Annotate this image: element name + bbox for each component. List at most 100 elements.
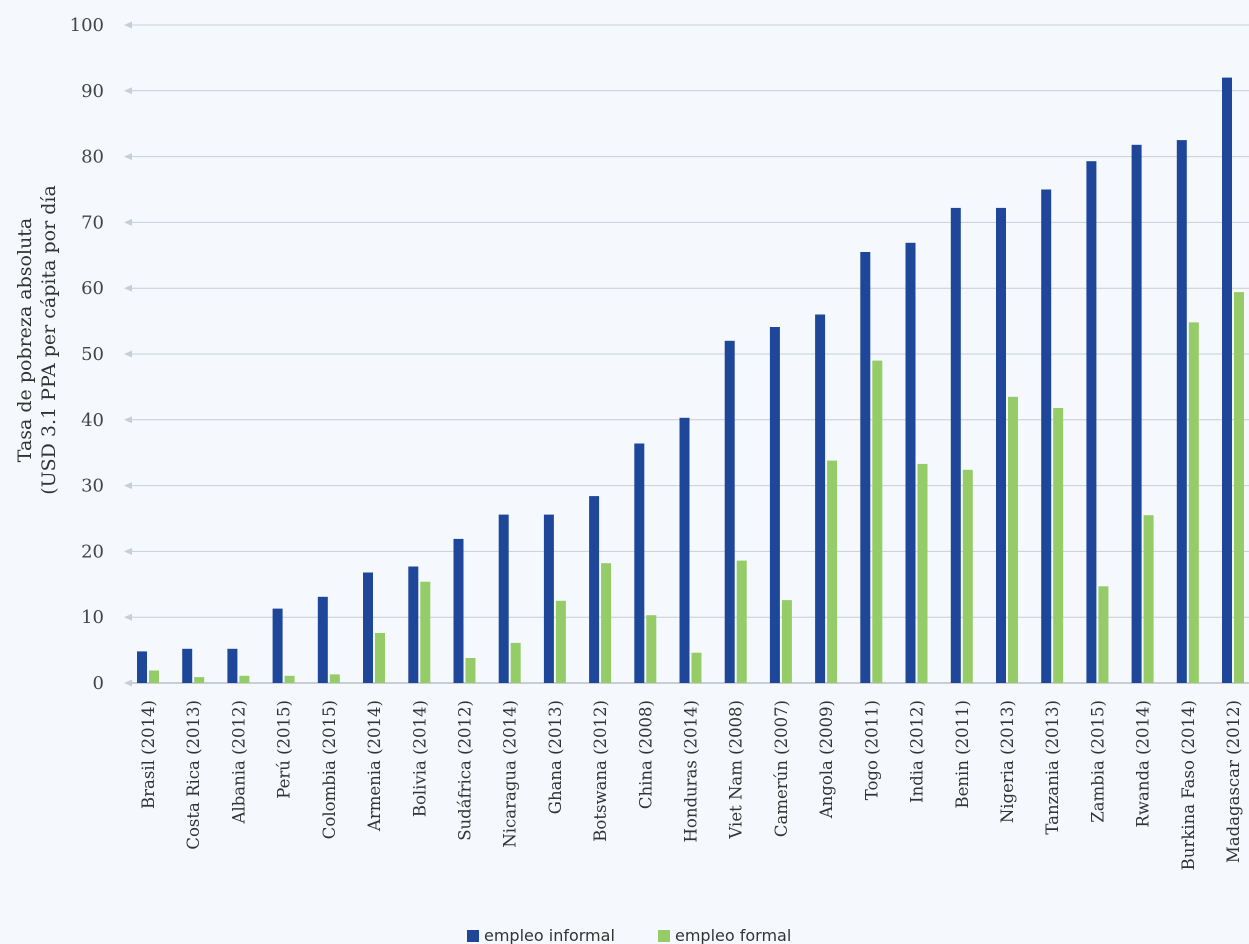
bar-informal (1086, 161, 1097, 683)
x-category-label: Perú (2015) (275, 700, 294, 799)
legend-label-informal: empleo informal (484, 926, 615, 944)
bar-formal (420, 581, 431, 683)
x-category-label: Nigeria (2013) (998, 700, 1017, 823)
bar-formal (917, 463, 928, 683)
tick-marker (124, 350, 132, 358)
x-category-label: Rwanda (2014) (1134, 700, 1153, 828)
tick-marker (124, 21, 132, 29)
bar-informal (498, 514, 509, 683)
legend-swatch-formal (658, 930, 670, 942)
tick-marker (124, 416, 132, 424)
bar-informal (679, 417, 690, 683)
bar-formal (239, 675, 250, 683)
x-category-label: Honduras (2014) (682, 700, 701, 842)
x-category-label: Armenia (2014) (365, 700, 384, 832)
bar-informal (1041, 189, 1052, 683)
y-tick-label: 10 (81, 607, 104, 628)
bar-informal (1131, 144, 1142, 684)
bar-informal (589, 496, 600, 683)
bar-informal (950, 207, 961, 683)
bar-informal (815, 314, 826, 683)
x-category-label: Togo (2011) (862, 700, 881, 800)
bar-informal (182, 648, 193, 683)
bar-informal (543, 514, 554, 683)
tick-marker (124, 284, 132, 292)
tick-marker (124, 547, 132, 555)
y-tick-label: 90 (81, 81, 104, 102)
x-category-label: Burkina Faso (2014) (1179, 700, 1198, 870)
bar-informal (996, 207, 1006, 683)
x-axis-labels: Brasil (2014) Costa Rica (2013) Albania (2… (139, 700, 1243, 870)
y-axis-title: Tasa de pobreza absoluta (USD 3.1 PPA pe… (14, 185, 60, 495)
bar-informal (1222, 77, 1232, 684)
y-tick-label: 80 (81, 147, 104, 168)
bar-formal (194, 677, 205, 683)
x-category-label: Angola (2009) (817, 700, 836, 819)
x-category-label: Colombia (2015) (320, 700, 339, 839)
y-tick-label: 60 (81, 278, 104, 299)
bar-formal (827, 460, 838, 683)
bar-informal (724, 340, 735, 683)
x-category-label: Albania (2012) (229, 700, 248, 824)
x-category-label: Brasil (2014) (139, 700, 158, 809)
bar-formal (1188, 322, 1199, 683)
bar-informal (363, 572, 373, 683)
y-axis-title-line2: (USD 3.1 PPA per cápita por día (38, 185, 60, 495)
x-category-label: Camerún (2007) (772, 700, 791, 837)
bar-formal (284, 675, 295, 683)
bar-formal (149, 670, 159, 683)
bar-formal (329, 674, 340, 683)
y-tick-label: 100 (70, 15, 104, 36)
bar-formal (646, 615, 657, 683)
y-tick-label: 20 (81, 541, 104, 562)
bar-formal (555, 600, 566, 684)
y-tick-label: 50 (81, 344, 104, 365)
bar-formal (375, 633, 385, 683)
x-category-label: Nicaragua (2014) (501, 700, 520, 848)
tick-marker (124, 482, 132, 490)
bar-informal (227, 648, 238, 683)
legend-label-formal: empleo formal (675, 926, 791, 944)
x-category-label: Ghana (2013) (546, 700, 565, 814)
x-category-label: Costa Rica (2013) (184, 700, 203, 850)
tick-marker (124, 679, 132, 687)
bar-formal (601, 563, 612, 683)
x-category-label: India (2012) (908, 700, 927, 803)
bar-informal (1176, 140, 1187, 684)
bar-informal (769, 327, 780, 683)
bar-formal (1008, 396, 1018, 683)
x-category-label: Bolivia (2014) (410, 700, 429, 817)
bar-formal (1234, 292, 1244, 683)
bar-informal (905, 242, 916, 684)
bars (137, 77, 1244, 684)
y-tick-label: 0 (93, 673, 104, 694)
y-axis-title-line1: Tasa de pobreza absoluta (14, 218, 36, 463)
tick-marker (124, 153, 132, 161)
bar-formal (1098, 586, 1109, 683)
y-tick-label: 70 (81, 212, 104, 233)
x-category-label: Sudáfrica (2012) (456, 700, 475, 841)
y-tick-label: 40 (81, 410, 104, 431)
bar-formal (1053, 408, 1064, 683)
bar-informal (317, 596, 328, 683)
tick-marker (124, 218, 132, 226)
x-category-label: Viet Nam (2008) (727, 700, 746, 840)
legend: empleo informal empleo formal (467, 926, 791, 944)
x-category-label: Zambia (2015) (1088, 700, 1107, 823)
x-category-label: Botswana (2012) (591, 700, 610, 842)
x-category-label: China (2008) (636, 700, 655, 809)
y-axis-ticks: 0 10 20 30 40 50 60 70 80 90 100 (70, 15, 104, 694)
tick-marker (124, 87, 132, 95)
bar-formal (962, 469, 973, 683)
x-category-label: Tanzania (2013) (1043, 700, 1062, 835)
bar-formal (781, 600, 792, 683)
bar-formal (872, 360, 883, 683)
bar-formal (510, 642, 521, 683)
x-category-label: Benin (2011) (953, 700, 972, 809)
bar-formal (1143, 515, 1154, 683)
bar-formal (465, 658, 476, 683)
bar-informal (408, 566, 419, 683)
bar-informal (272, 608, 283, 683)
bar-informal (634, 443, 645, 683)
